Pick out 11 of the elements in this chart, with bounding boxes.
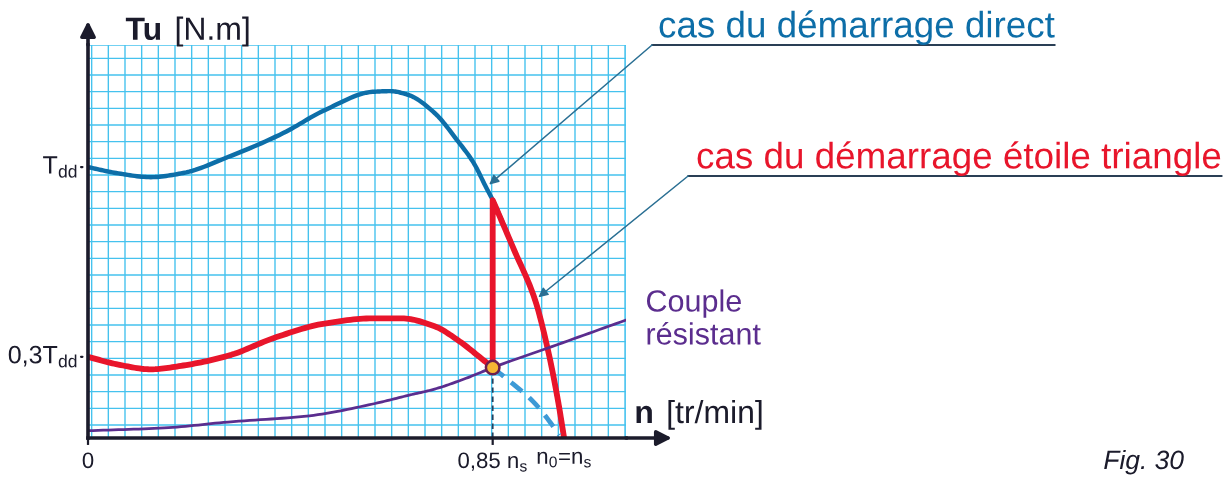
text: cas du démarrage direct	[659, 10, 1055, 45]
x-tick-label: 0,85 n$_{s}$	[458, 452, 527, 472]
text: 0,3T$_{dd}$	[8, 345, 77, 368]
text: cas du démarrage étoile triangle	[697, 141, 1221, 176]
caption: Fig. 30	[1104, 449, 1184, 475]
x-tick-label: 0	[82, 452, 94, 469]
series-label: Couple résistant	[647, 289, 761, 345]
y-axis-title: Tu [N.m]	[125, 16, 249, 47]
x-axis-title: n [tr/min]	[636, 399, 762, 430]
text: n$_{0}$=n$_{s}$	[537, 451, 591, 468]
text: T$_{dd}$	[43, 156, 77, 178]
